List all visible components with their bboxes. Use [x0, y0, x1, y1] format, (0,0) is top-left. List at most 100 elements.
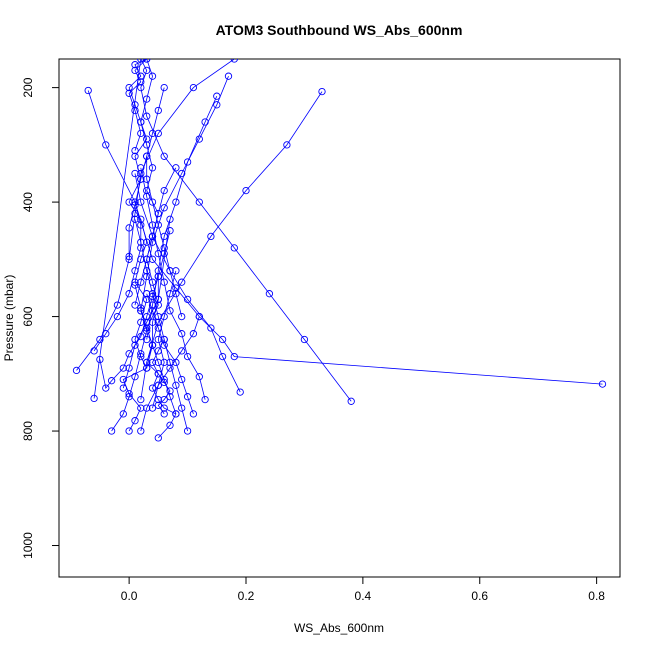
data-point — [137, 175, 145, 183]
x-axis: 0.0 0.2 0.4 0.6 0.8 — [121, 576, 605, 603]
data-point — [90, 347, 98, 355]
data-point — [148, 164, 157, 172]
data-point — [107, 377, 116, 385]
data-point — [143, 272, 151, 281]
data-point — [148, 318, 157, 326]
x-tick-label: 0.2 — [238, 589, 255, 603]
data-point — [131, 267, 139, 275]
profile-series — [137, 164, 209, 404]
data-point — [143, 175, 151, 183]
data-point — [148, 198, 157, 206]
data-point — [137, 59, 145, 63]
data-point — [183, 427, 192, 435]
data-point — [195, 312, 203, 321]
data-point — [113, 312, 122, 321]
profile-series — [125, 83, 168, 261]
data-point — [172, 410, 180, 418]
data-point — [154, 335, 162, 344]
data-point — [154, 358, 162, 367]
data-point — [72, 366, 81, 375]
data-point — [96, 355, 104, 364]
data-point — [201, 395, 209, 404]
data-point — [90, 394, 98, 403]
data-point — [160, 83, 168, 92]
y-tick-label: 200 — [21, 77, 35, 97]
data-point — [207, 232, 215, 241]
data-point — [131, 146, 139, 155]
data-point — [283, 141, 291, 149]
data-point — [131, 201, 139, 209]
data-point — [119, 375, 127, 384]
data-point — [160, 204, 168, 212]
data-point — [137, 83, 145, 92]
data-point — [125, 198, 133, 206]
data-point — [160, 358, 168, 367]
data-point — [195, 373, 203, 381]
series-layer — [72, 59, 607, 442]
data-point — [160, 244, 168, 252]
data-point — [218, 335, 227, 344]
profile-line — [140, 310, 177, 415]
data-point — [131, 215, 139, 223]
data-point — [131, 301, 139, 309]
data-point — [143, 318, 151, 326]
y-tick-label: 800 — [21, 421, 35, 441]
profile-line — [87, 90, 603, 385]
data-point — [119, 410, 127, 418]
data-point — [213, 92, 221, 100]
x-tick-label: 0.6 — [471, 589, 488, 603]
data-point — [166, 290, 174, 298]
data-point — [143, 324, 151, 332]
data-point — [102, 384, 110, 392]
data-point — [183, 352, 192, 361]
x-tick-label: 0.0 — [121, 589, 138, 603]
data-point — [137, 318, 145, 326]
data-point — [148, 358, 157, 367]
data-point — [166, 364, 174, 372]
data-point — [148, 232, 157, 241]
data-point — [131, 373, 139, 381]
x-tick-label: 0.4 — [355, 589, 372, 603]
data-point — [160, 335, 168, 344]
y-axis-label: Pressure (mbar) — [2, 275, 16, 362]
data-point — [160, 404, 168, 412]
data-point — [218, 352, 227, 361]
data-point — [143, 335, 151, 344]
data-point — [137, 278, 145, 286]
data-point — [598, 380, 607, 388]
data-point — [183, 158, 192, 166]
data-point — [189, 410, 198, 418]
data-point — [166, 215, 174, 223]
data-point — [154, 434, 162, 442]
profile-series — [137, 312, 203, 435]
data-point — [347, 397, 355, 405]
data-point — [178, 404, 186, 412]
profile-line — [140, 167, 206, 400]
data-point — [230, 244, 238, 252]
data-point — [178, 169, 186, 178]
data-point — [137, 244, 145, 252]
data-point — [125, 427, 133, 435]
profile-line — [134, 167, 177, 306]
data-point — [107, 427, 116, 435]
data-point — [183, 393, 192, 401]
profile-line — [76, 59, 235, 371]
data-point — [166, 307, 174, 315]
chart-title: ATOM3 Southbound WS_Abs_600nm — [216, 22, 463, 38]
data-point — [242, 186, 250, 195]
data-point — [236, 388, 244, 396]
profile-line — [140, 316, 200, 432]
data-point — [84, 86, 92, 95]
data-point — [230, 59, 238, 63]
profile-series — [137, 87, 326, 404]
data-point — [137, 404, 145, 412]
data-point — [131, 169, 139, 178]
profile-series — [96, 272, 162, 392]
y-tick-label: 400 — [21, 192, 35, 212]
data-point — [143, 290, 151, 298]
data-point — [125, 290, 133, 298]
data-point — [154, 395, 162, 404]
data-point — [154, 401, 162, 409]
profile-series — [119, 215, 174, 392]
data-point — [137, 169, 145, 178]
